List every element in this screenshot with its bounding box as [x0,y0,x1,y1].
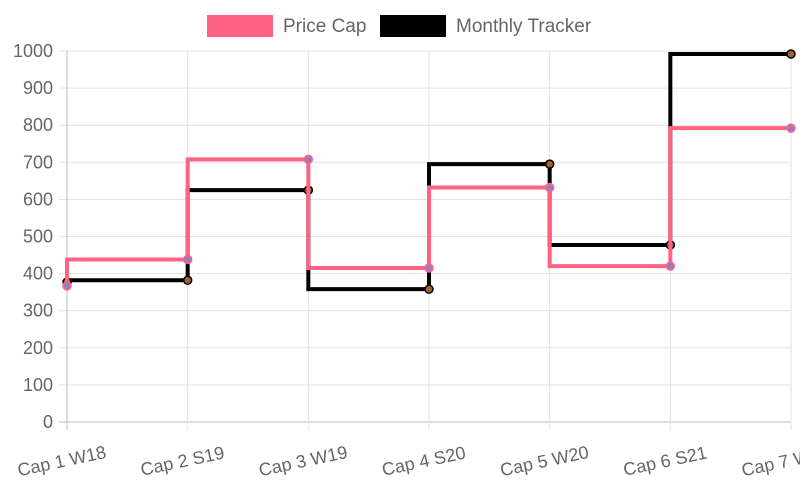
grid [59,50,792,430]
data-point [182,275,193,286]
y-tick-label: 500 [23,227,53,247]
data-point [786,123,796,133]
x-tick-label: Cap 7 W21 [740,442,800,480]
data-point [182,254,193,265]
data-point [544,182,555,193]
y-tick-label: 300 [23,301,53,321]
legend-label: Price Cap [283,16,366,37]
data-point [424,263,434,273]
data-point [303,154,314,165]
series-layer [62,49,796,294]
y-tick-label: 600 [23,189,53,209]
x-tick-label: Cap 2 S19 [139,443,226,480]
data-point [424,284,434,294]
y-tick-label: 1000 [13,41,53,61]
legend: Price Cap Monthly Tracker [207,15,592,37]
data-point [62,281,72,291]
data-point [544,159,555,169]
x-tick-label: Cap 4 S20 [380,443,467,480]
y-tick-label: 100 [23,375,53,395]
series-price-cap [62,123,796,291]
legend-item: Price Cap [207,15,366,37]
y-tick-label: 400 [23,264,53,284]
legend-swatch [380,15,446,37]
legend-item: Monthly Tracker [380,15,592,37]
x-tick-label: Cap 5 W20 [498,442,590,480]
y-tick-label: 200 [23,338,53,358]
x-tick-label: Cap 6 S21 [621,443,708,480]
y-tick-label: 0 [43,412,53,432]
y-tick-label: 700 [23,152,53,172]
y-tick-label: 900 [23,78,53,98]
x-tick-label: Cap 1 W18 [16,442,108,480]
legend-swatch [207,15,273,37]
y-tick-label: 800 [23,115,53,135]
data-point [665,261,676,271]
data-point [786,49,796,59]
legend-label: Monthly Tracker [456,16,592,37]
x-tick-label: Cap 3 W19 [257,442,349,480]
